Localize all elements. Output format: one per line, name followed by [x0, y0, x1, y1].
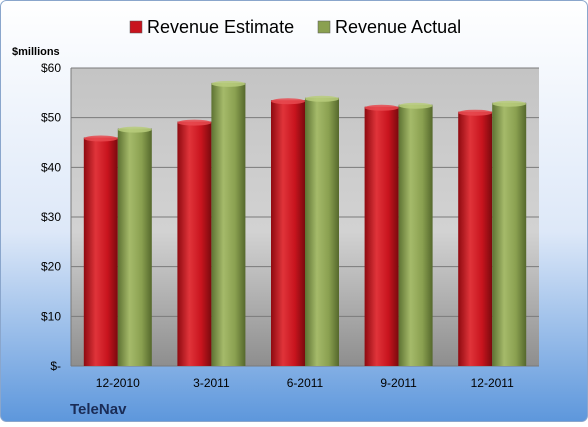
legend-swatch: [129, 20, 143, 34]
x-tick-label: 6-2011: [287, 376, 324, 390]
bar-cap: [83, 135, 118, 142]
x-tick-label: 12-2011: [471, 376, 514, 390]
bar-actual-12-2010: [117, 128, 152, 366]
legend: Revenue Estimate Revenue Actual: [129, 17, 461, 37]
company-name: TeleNav: [70, 401, 127, 418]
bar-cap: [398, 102, 433, 109]
y-tick-label: $20: [41, 260, 61, 274]
bar-cap: [305, 95, 339, 102]
y-tick-label: $40: [41, 160, 61, 174]
x-tick-label: 12-2010: [96, 376, 140, 390]
bar-actual-12-2011: [492, 102, 527, 367]
bar-cap: [364, 104, 399, 111]
y-tick-label: $30: [41, 210, 61, 224]
x-tick-label: 9-2011: [380, 376, 417, 390]
y-tick-label: $50: [41, 111, 61, 125]
y-tick-label: $10: [41, 309, 61, 323]
x-tick-label: 3-2011: [193, 376, 230, 390]
y-tick-label: $60: [41, 61, 61, 75]
bars: [83, 80, 527, 367]
bar-estimate-12-2010: [83, 137, 118, 366]
bar-actual-6-2011: [305, 97, 339, 367]
bar-cap: [177, 119, 212, 126]
legend-swatch: [317, 20, 331, 34]
bar-actual-9-2011: [398, 104, 433, 367]
bar-cap: [458, 109, 493, 116]
bar-cap: [492, 100, 527, 107]
bar-cap: [271, 98, 305, 105]
legend-label: Revenue Estimate: [147, 17, 294, 37]
y-axis-label: $millions: [12, 46, 60, 58]
x-tick-labels: 12-2010 3-2011 6-2011 9-2011 12-2011: [96, 376, 514, 390]
bar-cap: [211, 80, 246, 87]
legend-label: Revenue Actual: [335, 17, 461, 37]
y-tick-labels: $- $10 $20 $30 $40 $50 $60: [41, 61, 61, 373]
bar-cap: [117, 126, 152, 133]
bar-estimate-3-2011: [177, 121, 212, 366]
y-tick-label: $-: [50, 359, 61, 373]
bar-actual-3-2011: [211, 82, 246, 367]
bar-estimate-9-2011: [364, 106, 399, 367]
bar-estimate-12-2011: [458, 111, 493, 366]
bar-estimate-6-2011: [271, 100, 305, 367]
